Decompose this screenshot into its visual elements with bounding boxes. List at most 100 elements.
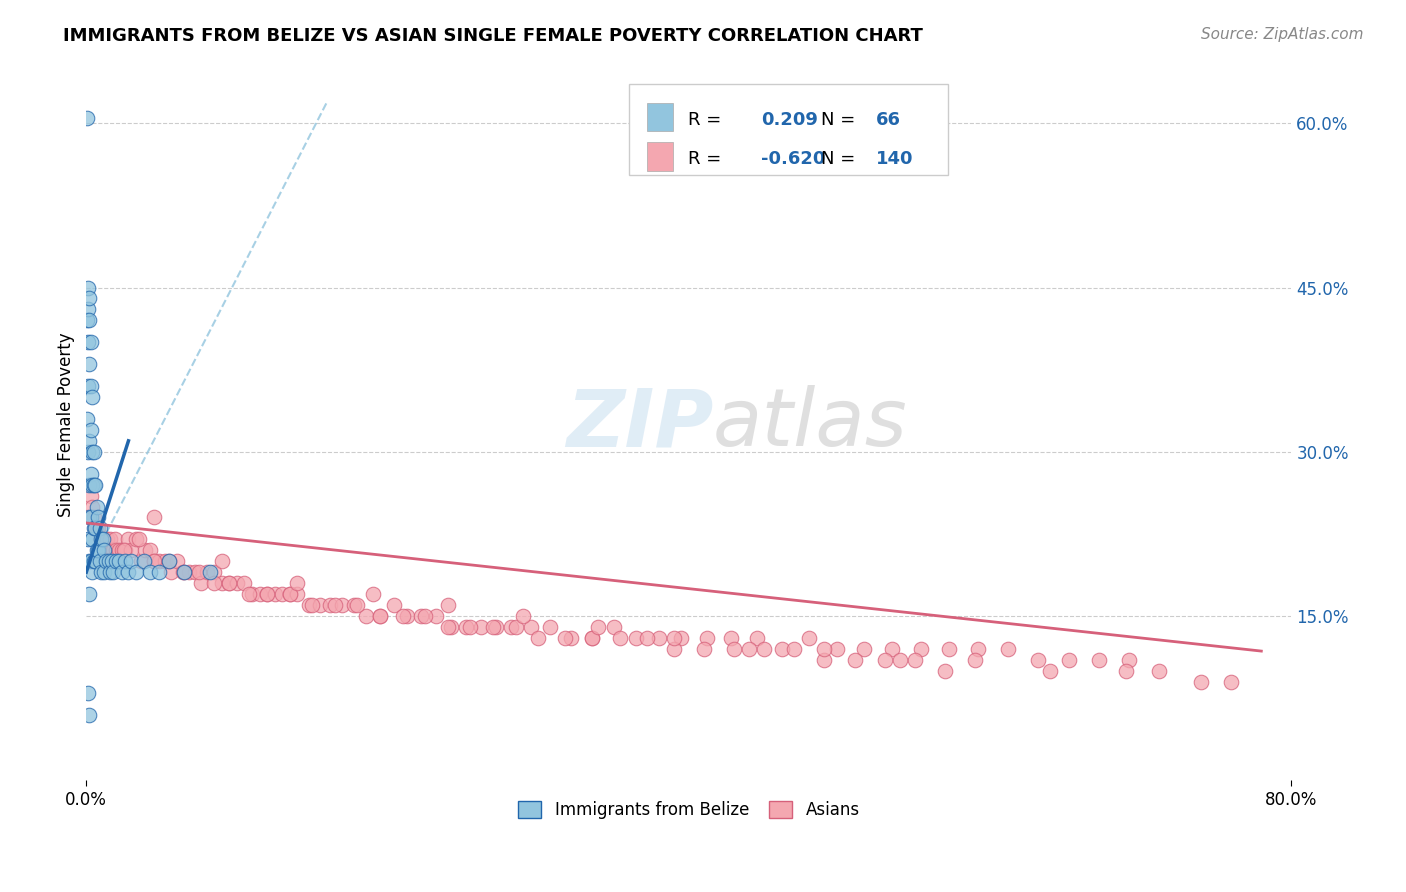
Point	[84, 554, 107, 568]
Point	[121, 554, 143, 568]
Point	[519, 620, 541, 634]
Point	[413, 609, 436, 624]
Text: R =: R =	[688, 111, 721, 128]
Point	[696, 631, 718, 645]
Point	[1087, 653, 1109, 667]
Point	[965, 653, 987, 667]
Point	[738, 641, 761, 656]
Point	[1028, 653, 1050, 667]
Point	[285, 576, 308, 591]
Text: N =: N =	[821, 150, 856, 168]
Point	[368, 609, 391, 624]
Text: -0.620: -0.620	[761, 150, 825, 168]
Point	[76, 379, 98, 393]
Point	[1118, 653, 1140, 667]
Point	[129, 554, 152, 568]
Point	[581, 631, 603, 645]
Point	[89, 521, 111, 535]
Point	[148, 566, 170, 580]
Point	[76, 533, 98, 547]
Point	[143, 554, 166, 568]
Point	[91, 533, 114, 547]
Point	[138, 543, 160, 558]
Point	[83, 554, 105, 568]
Point	[117, 533, 139, 547]
Text: atlas: atlas	[713, 385, 908, 464]
Point	[226, 576, 249, 591]
Point	[76, 302, 98, 317]
Point	[723, 641, 745, 656]
Point	[240, 587, 263, 601]
Point	[94, 543, 117, 558]
Point	[233, 576, 256, 591]
Point	[82, 477, 104, 491]
Point	[103, 566, 125, 580]
Point	[554, 631, 576, 645]
Point	[166, 554, 188, 568]
Point	[813, 653, 835, 667]
Point	[80, 335, 103, 350]
Point	[332, 598, 354, 612]
Point	[934, 664, 956, 678]
Point	[440, 620, 463, 634]
Point	[425, 609, 447, 624]
Point	[285, 587, 308, 601]
Text: 140: 140	[876, 150, 912, 168]
Point	[202, 576, 225, 591]
Point	[278, 587, 301, 601]
Point	[249, 587, 271, 601]
Point	[82, 444, 104, 458]
Point	[256, 587, 278, 601]
Point	[202, 566, 225, 580]
Point	[111, 543, 134, 558]
Point	[301, 598, 323, 612]
Point	[100, 533, 122, 547]
Point	[1115, 664, 1137, 678]
Point	[108, 543, 131, 558]
Point	[80, 379, 103, 393]
Point	[437, 620, 460, 634]
Point	[90, 566, 112, 580]
Point	[460, 620, 482, 634]
Point	[391, 609, 413, 624]
Point	[101, 543, 124, 558]
Point	[117, 566, 139, 580]
Point	[720, 631, 742, 645]
Point	[177, 566, 200, 580]
Point	[134, 543, 156, 558]
Y-axis label: Single Female Poverty: Single Female Poverty	[58, 332, 75, 516]
Point	[143, 510, 166, 524]
Point	[813, 641, 835, 656]
Point	[346, 598, 368, 612]
Point	[825, 641, 848, 656]
Point	[967, 641, 990, 656]
Point	[238, 587, 260, 601]
Point	[1057, 653, 1080, 667]
Point	[278, 587, 301, 601]
Point	[770, 641, 793, 656]
Point	[852, 641, 875, 656]
Point	[271, 587, 294, 601]
Point	[298, 598, 321, 612]
Point	[76, 111, 98, 125]
Point	[93, 543, 115, 558]
Point	[396, 609, 419, 624]
Point	[356, 609, 378, 624]
Point	[87, 521, 110, 535]
Point	[648, 631, 671, 645]
Point	[799, 631, 821, 645]
Point	[93, 566, 115, 580]
Point	[86, 521, 108, 535]
Point	[409, 609, 432, 624]
Point	[560, 631, 582, 645]
Point	[82, 390, 104, 404]
Point	[218, 576, 240, 591]
Point	[184, 566, 207, 580]
Point	[87, 543, 110, 558]
Point	[84, 521, 107, 535]
Point	[624, 631, 647, 645]
FancyBboxPatch shape	[628, 84, 948, 176]
Point	[87, 510, 110, 524]
Point	[80, 489, 103, 503]
Point	[79, 587, 101, 601]
